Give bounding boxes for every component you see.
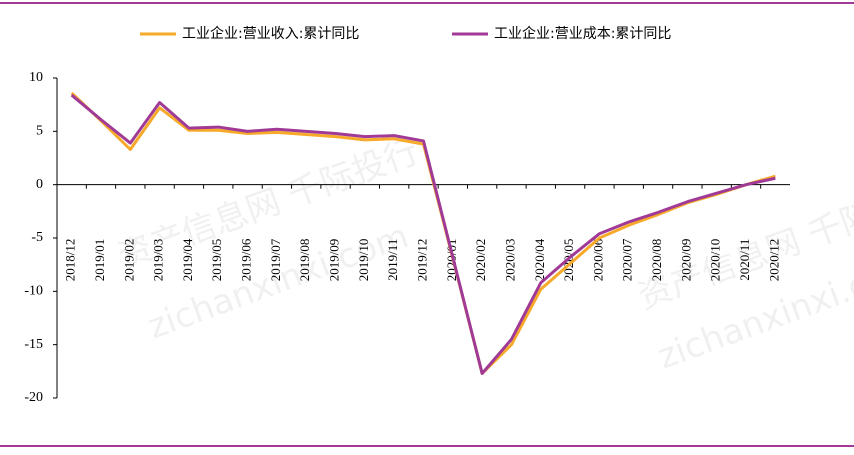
x-tick-label: 2020/12 xyxy=(766,239,781,282)
x-tick-label: 2019/11 xyxy=(385,239,400,281)
legend-label: 工业企业:营业收入:累计同比 xyxy=(182,25,359,42)
y-tick-label: -15 xyxy=(24,337,43,352)
x-tick-label: 2020/11 xyxy=(737,239,752,281)
x-tick-label: 2020/02 xyxy=(473,239,488,282)
x-tick-label: 2019/01 xyxy=(92,239,107,282)
y-tick-label: 0 xyxy=(36,177,43,192)
x-tick-label: 2020/08 xyxy=(649,239,664,282)
x-tick-label: 2019/04 xyxy=(180,238,195,281)
y-tick-label: -20 xyxy=(24,390,43,405)
x-tick-label: 2020/09 xyxy=(678,239,693,282)
x-tick-label: 2019/06 xyxy=(239,238,254,281)
x-tick-label: 2019/03 xyxy=(151,239,166,282)
x-tick-label: 2020/06 xyxy=(590,238,605,281)
x-tick-label: 2019/12 xyxy=(414,239,429,282)
x-tick-label: 2019/07 xyxy=(268,238,283,281)
x-tick-label: 2018/12 xyxy=(63,239,78,282)
x-tick-label: 2020/04 xyxy=(532,238,547,281)
x-tick-label: 2019/02 xyxy=(121,239,136,282)
x-tick-label: 2019/05 xyxy=(209,239,224,282)
y-tick-label: -5 xyxy=(31,230,43,245)
x-tick-label: 2019/09 xyxy=(327,239,342,282)
x-tick-label: 2020/10 xyxy=(708,239,723,282)
legend-label: 工业企业:营业成本:累计同比 xyxy=(494,25,671,42)
y-tick-label: 10 xyxy=(29,70,43,85)
y-tick-label: -10 xyxy=(24,284,43,299)
series-line xyxy=(70,93,776,375)
x-tick-label: 2019/08 xyxy=(297,239,312,282)
x-tick-label: 2020/03 xyxy=(502,239,517,282)
y-tick-label: 5 xyxy=(36,124,43,139)
x-tick-label: 2020/07 xyxy=(620,238,635,281)
x-tick-label: 2019/10 xyxy=(356,239,371,282)
